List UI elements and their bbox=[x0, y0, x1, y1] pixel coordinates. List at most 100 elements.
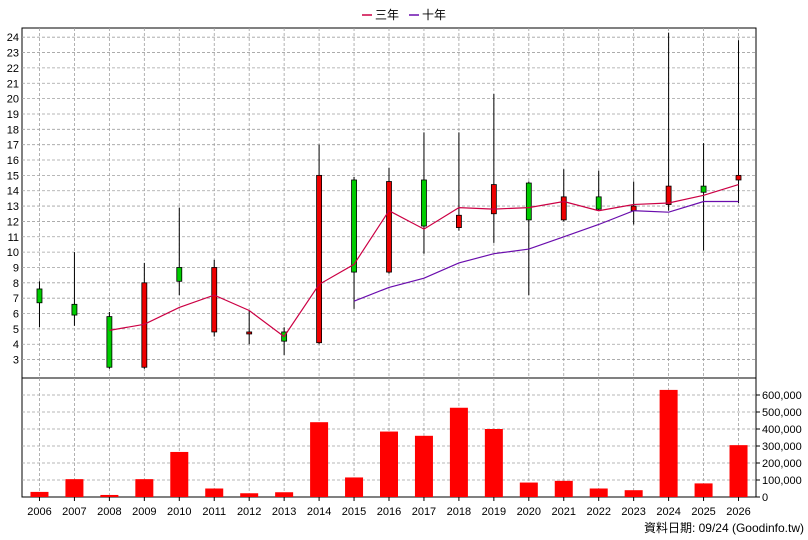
candle-body bbox=[456, 214, 462, 228]
volume-bar bbox=[659, 389, 678, 497]
price-tick-label: 14 bbox=[7, 186, 19, 198]
price-panel: 3 4 5 6 7 8 9 10 11 12 13 14 15 16 17 18 19 20 21 22 23 24 bbox=[7, 27, 757, 379]
volume-tick-label: 500,000 bbox=[762, 407, 802, 419]
price-tick-label: 11 bbox=[8, 232, 19, 244]
candle-body bbox=[735, 174, 742, 181]
x-tick-label: 2022 bbox=[586, 506, 610, 518]
x-tick-label: 2023 bbox=[621, 506, 645, 518]
volume-bar bbox=[589, 488, 608, 497]
volume-panel: 0 100,000 200,000 300,000 400,000 500,000 600,… bbox=[21, 377, 802, 504]
candle bbox=[560, 169, 567, 222]
price-tick-label: 16 bbox=[7, 155, 19, 167]
candle bbox=[71, 252, 78, 326]
candle bbox=[211, 259, 218, 337]
price-tick-label: 13 bbox=[7, 201, 19, 213]
x-tick-label: 2015 bbox=[342, 506, 366, 518]
series-line-3yr bbox=[109, 184, 739, 338]
price-tick-label: 19 bbox=[7, 109, 19, 121]
price-tick-label: 3 bbox=[13, 355, 19, 367]
candle-body bbox=[560, 196, 567, 221]
volume-bar bbox=[554, 480, 573, 497]
candle bbox=[421, 132, 427, 254]
candle bbox=[316, 144, 322, 345]
price-tick-label: 20 bbox=[7, 94, 19, 106]
candle-body bbox=[630, 205, 637, 212]
price-tick-label: 8 bbox=[13, 278, 19, 290]
x-tick-label: 2019 bbox=[482, 506, 506, 518]
x-tick-label: 2021 bbox=[552, 506, 576, 518]
volume-bar bbox=[380, 431, 398, 497]
candle bbox=[386, 167, 392, 274]
price-tick-label: 6 bbox=[13, 309, 19, 321]
volume-bar bbox=[449, 407, 468, 497]
candle-body bbox=[316, 174, 322, 344]
candle bbox=[456, 132, 462, 231]
candle-body bbox=[211, 267, 218, 333]
volume-bar bbox=[345, 477, 364, 497]
x-tick-label: 2014 bbox=[307, 506, 331, 518]
candle bbox=[176, 207, 183, 296]
candle-body bbox=[71, 303, 78, 316]
volume-tick-label: 200,000 bbox=[762, 458, 802, 470]
volume-bar bbox=[484, 429, 503, 497]
candle bbox=[735, 40, 742, 203]
candle bbox=[595, 170, 602, 211]
volume-bar bbox=[65, 479, 84, 497]
volume-bar bbox=[729, 445, 748, 497]
price-tick-label: 7 bbox=[13, 293, 19, 305]
x-tick-label: 2025 bbox=[691, 506, 715, 518]
candle bbox=[665, 32, 672, 211]
volume-tick-label: 600,000 bbox=[762, 390, 802, 402]
x-tick-label: 2020 bbox=[517, 506, 541, 518]
x-tick-label: 2008 bbox=[97, 506, 121, 518]
price-tick-label: 12 bbox=[7, 216, 19, 228]
volume-bar bbox=[414, 435, 433, 497]
candle-body bbox=[386, 181, 392, 273]
x-tick-label: 2007 bbox=[62, 506, 86, 518]
price-tick-label: 17 bbox=[7, 140, 19, 152]
volume-bar bbox=[135, 479, 154, 497]
volume-bar bbox=[694, 483, 713, 497]
candle bbox=[106, 311, 113, 369]
candle bbox=[246, 310, 253, 345]
candle bbox=[700, 143, 707, 251]
legend-label-10yr: 十年 bbox=[422, 8, 446, 22]
price-tick-label: 15 bbox=[7, 170, 19, 182]
x-tick-label: 2024 bbox=[656, 506, 680, 518]
volume-bar bbox=[205, 488, 224, 497]
candle-body bbox=[490, 184, 497, 215]
volume-tick-label: 400,000 bbox=[762, 424, 802, 436]
legend-label-3yr: 三年 bbox=[375, 8, 399, 22]
volume-bar bbox=[100, 494, 119, 497]
candle-body bbox=[665, 185, 672, 205]
x-tick-label: 2012 bbox=[237, 506, 261, 518]
legend: 三年 十年 bbox=[362, 8, 446, 22]
candle-body bbox=[351, 179, 357, 273]
volume-bar bbox=[519, 482, 538, 497]
candle bbox=[36, 281, 43, 328]
x-tick-label: 2016 bbox=[377, 506, 401, 518]
price-tick-label: 10 bbox=[7, 247, 19, 259]
source-label: 資料日期: 09/24 (Goodinfo.tw) bbox=[644, 521, 804, 535]
price-tick-label: 23 bbox=[7, 48, 19, 60]
volume-bar bbox=[30, 491, 49, 497]
candle-body bbox=[176, 267, 183, 282]
price-tick-label: 4 bbox=[13, 339, 19, 351]
candle bbox=[525, 181, 532, 296]
x-tick-label: 2009 bbox=[132, 506, 156, 518]
volume-bar bbox=[275, 492, 294, 497]
price-tick-label: 5 bbox=[13, 324, 19, 336]
x-tick-label: 2026 bbox=[726, 506, 750, 518]
volume-tick-label: 300,000 bbox=[762, 441, 802, 453]
volume-tick-label: 100,000 bbox=[762, 475, 802, 487]
x-tick-label: 2006 bbox=[27, 506, 51, 518]
x-tick-label: 2011 bbox=[202, 506, 226, 518]
candle-body bbox=[700, 185, 707, 193]
price-tick-label: 18 bbox=[7, 124, 19, 136]
candle-body bbox=[106, 316, 113, 368]
candle-body bbox=[246, 331, 253, 335]
x-tick-label: 2018 bbox=[447, 506, 471, 518]
candle bbox=[351, 176, 357, 309]
price-tick-label: 9 bbox=[13, 262, 19, 274]
